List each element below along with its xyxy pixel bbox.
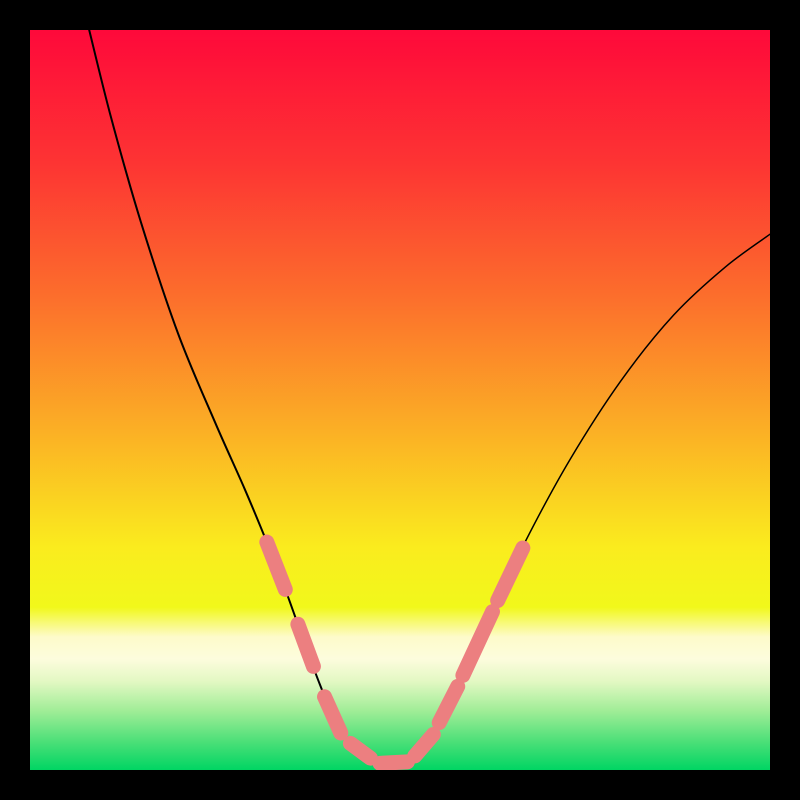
marker-segment bbox=[380, 762, 407, 763]
gradient-background bbox=[30, 30, 770, 770]
bottleneck-chart bbox=[30, 30, 770, 770]
